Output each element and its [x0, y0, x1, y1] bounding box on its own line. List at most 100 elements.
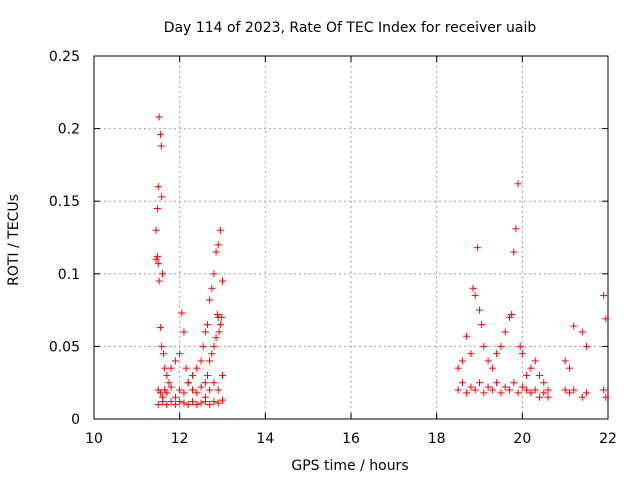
data-point	[512, 225, 520, 233]
data-point	[540, 389, 548, 397]
data-point	[478, 321, 486, 329]
chart-title: Day 114 of 2023, Rate Of TEC Index for r…	[164, 20, 537, 36]
data-point	[535, 371, 543, 379]
data-point	[213, 310, 221, 318]
data-point	[219, 371, 226, 379]
data-point	[215, 328, 223, 336]
data-point	[208, 350, 216, 358]
data-point	[473, 244, 481, 252]
data-point	[176, 398, 184, 406]
x-tick-label: 16	[342, 431, 360, 447]
data-point	[214, 399, 222, 407]
data-point	[156, 130, 164, 138]
data-point	[501, 383, 509, 391]
data-point	[152, 226, 160, 234]
data-point	[206, 400, 214, 408]
data-point	[167, 383, 175, 391]
data-point	[493, 379, 501, 387]
data-point	[171, 357, 179, 365]
data-point	[197, 399, 205, 407]
data-point	[471, 292, 479, 300]
data-point	[165, 379, 173, 387]
data-point	[565, 364, 573, 372]
data-point	[204, 321, 212, 329]
data-point	[216, 321, 224, 329]
y-axis-label: ROTI / TECUs	[6, 194, 22, 286]
data-point	[540, 379, 548, 387]
data-point	[510, 248, 518, 256]
data-points	[152, 113, 610, 408]
data-point	[199, 342, 207, 350]
data-point	[153, 252, 161, 260]
data-point	[201, 398, 209, 406]
data-point	[189, 386, 197, 394]
data-point	[155, 277, 163, 285]
data-point	[210, 398, 218, 406]
data-point	[516, 342, 524, 350]
x-tick-label: 14	[256, 431, 274, 447]
data-point	[602, 315, 610, 323]
data-point	[219, 396, 226, 404]
y-tick-label: 0.25	[49, 49, 80, 65]
data-point	[531, 386, 539, 394]
data-point	[178, 309, 186, 317]
data-point	[206, 296, 214, 304]
data-point	[454, 364, 462, 372]
data-point	[159, 270, 167, 278]
x-tick-label: 20	[513, 431, 531, 447]
data-point	[171, 400, 179, 408]
data-point	[180, 389, 188, 397]
data-point	[154, 400, 162, 408]
data-point	[156, 324, 164, 332]
x-tick-label: 12	[171, 431, 189, 447]
x-tick-label: 18	[428, 431, 446, 447]
x-axis-label: GPS time / hours	[291, 458, 408, 474]
data-point	[463, 389, 471, 397]
data-point	[484, 357, 492, 365]
data-point	[208, 284, 216, 292]
data-point	[212, 334, 220, 342]
data-point	[480, 389, 488, 397]
x-tick-label: 10	[85, 431, 103, 447]
data-point	[602, 393, 610, 401]
data-point	[206, 357, 214, 365]
data-point	[570, 322, 578, 330]
data-point	[523, 371, 531, 379]
data-point	[219, 277, 226, 285]
data-point	[544, 386, 552, 394]
data-point	[158, 193, 166, 201]
data-point	[467, 383, 475, 391]
data-point	[197, 357, 205, 365]
data-point	[184, 400, 192, 408]
data-point	[153, 204, 161, 212]
data-point	[189, 398, 197, 406]
data-point	[497, 389, 505, 397]
y-tick-label: 0.2	[58, 122, 80, 138]
data-point	[497, 342, 505, 350]
y-tick-label: 0.15	[49, 194, 80, 210]
data-point	[210, 342, 218, 350]
data-point	[505, 386, 513, 394]
x-tick-label: 22	[599, 431, 617, 447]
data-point	[171, 393, 179, 401]
data-point	[578, 393, 586, 401]
data-point	[216, 226, 224, 234]
data-point	[156, 389, 164, 397]
data-point	[167, 398, 175, 406]
data-point	[518, 383, 526, 391]
data-point	[488, 386, 496, 394]
data-point	[565, 389, 573, 397]
data-point	[193, 389, 201, 397]
data-point	[458, 379, 466, 387]
data-point	[523, 386, 531, 394]
data-point	[561, 357, 569, 365]
grid-lines	[94, 56, 608, 419]
data-point	[493, 350, 501, 358]
data-point	[152, 255, 160, 263]
data-point	[583, 342, 591, 350]
data-point	[518, 350, 526, 358]
data-point	[180, 328, 188, 336]
data-point	[467, 350, 475, 358]
data-point	[527, 364, 535, 372]
